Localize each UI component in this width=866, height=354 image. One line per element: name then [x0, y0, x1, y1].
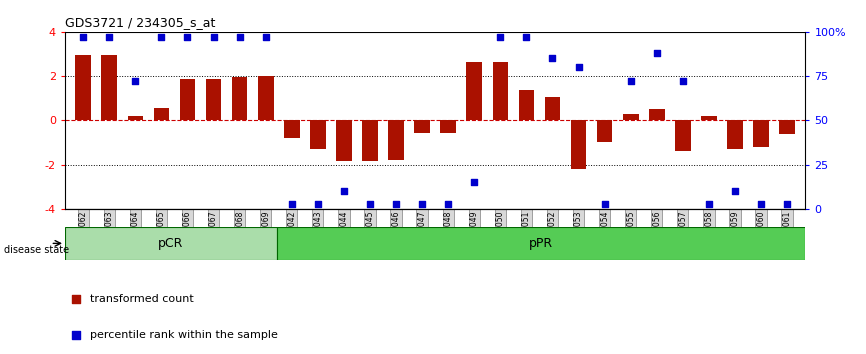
- Point: [233, 34, 247, 40]
- Bar: [467, 62, 482, 120]
- Point: [415, 201, 429, 206]
- Bar: [727, 120, 743, 149]
- Point: [154, 34, 168, 40]
- Bar: [258, 76, 274, 120]
- Bar: [779, 120, 795, 134]
- Point: [650, 50, 663, 56]
- Point: [754, 201, 768, 206]
- Bar: [675, 120, 691, 152]
- Bar: [232, 77, 248, 120]
- Text: disease state: disease state: [4, 245, 69, 255]
- Bar: [75, 55, 91, 120]
- Bar: [753, 120, 769, 147]
- Bar: [414, 120, 430, 132]
- Point: [546, 56, 559, 61]
- Point: [180, 34, 194, 40]
- Text: transformed count: transformed count: [90, 295, 194, 304]
- FancyBboxPatch shape: [276, 227, 805, 260]
- Bar: [179, 79, 196, 120]
- Point: [311, 201, 325, 206]
- Point: [363, 201, 377, 206]
- Text: percentile rank within the sample: percentile rank within the sample: [90, 330, 278, 339]
- FancyBboxPatch shape: [65, 227, 276, 260]
- Bar: [310, 120, 326, 149]
- Point: [598, 201, 611, 206]
- Bar: [206, 79, 222, 120]
- Point: [259, 34, 273, 40]
- Bar: [336, 120, 352, 161]
- Bar: [649, 109, 664, 120]
- Bar: [127, 116, 143, 120]
- Point: [676, 79, 690, 84]
- Point: [128, 79, 142, 84]
- Point: [389, 201, 403, 206]
- Point: [520, 34, 533, 40]
- Text: GDS3721 / 234305_s_at: GDS3721 / 234305_s_at: [65, 16, 216, 29]
- Bar: [284, 120, 300, 138]
- Bar: [441, 120, 456, 132]
- Bar: [362, 120, 378, 161]
- Point: [494, 34, 507, 40]
- Bar: [545, 97, 560, 120]
- Point: [624, 79, 637, 84]
- Text: pPR: pPR: [529, 237, 553, 250]
- Bar: [571, 120, 586, 169]
- Point: [702, 201, 716, 206]
- Point: [207, 34, 221, 40]
- Bar: [597, 120, 612, 143]
- Point: [780, 201, 794, 206]
- Bar: [493, 62, 508, 120]
- Bar: [623, 114, 638, 120]
- Point: [337, 188, 351, 194]
- Point: [728, 188, 742, 194]
- Bar: [153, 108, 169, 120]
- Bar: [701, 116, 717, 120]
- Point: [102, 34, 116, 40]
- Point: [285, 201, 299, 206]
- Point: [572, 64, 585, 70]
- Bar: [101, 55, 117, 120]
- Point: [468, 179, 481, 185]
- Text: pCR: pCR: [158, 237, 184, 250]
- Point: [76, 34, 90, 40]
- Point: [538, 135, 552, 141]
- Point: [442, 201, 456, 206]
- Bar: [388, 120, 404, 160]
- Bar: [519, 91, 534, 120]
